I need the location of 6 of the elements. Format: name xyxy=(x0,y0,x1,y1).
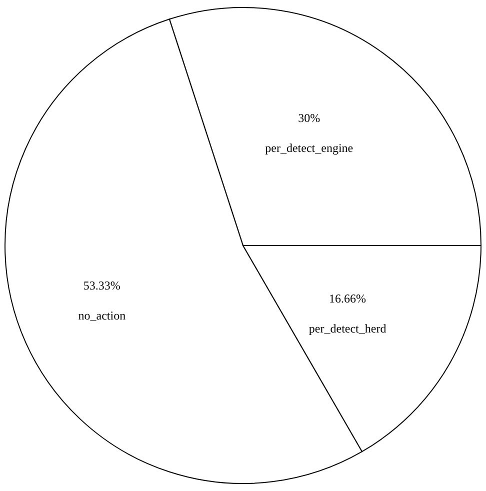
slice-label: no_action xyxy=(78,308,126,323)
data-label: 53.33% xyxy=(83,278,120,293)
slice-label: per_detect_herd xyxy=(308,322,386,336)
data-label: 16.66% xyxy=(329,292,366,306)
slice-label: per_detect_engine xyxy=(265,140,354,155)
data-label: 30% xyxy=(298,110,320,125)
